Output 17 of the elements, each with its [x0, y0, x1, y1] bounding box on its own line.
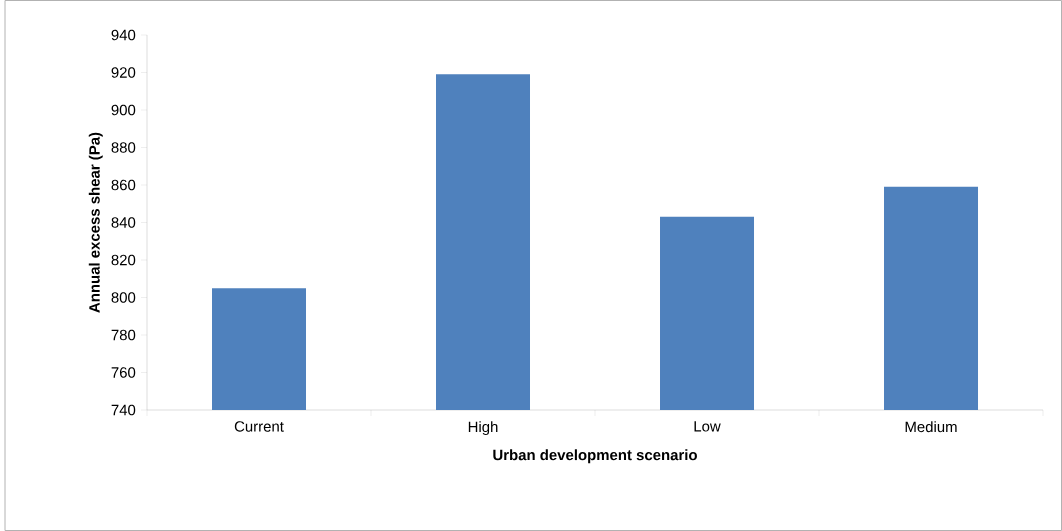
x-tick-label: High	[468, 421, 498, 436]
y-tick-label: 780	[111, 329, 136, 341]
y-tick-label: 880	[111, 142, 136, 153]
y-axis-title: Annual excess shear (Pa)	[88, 132, 103, 313]
y-tick-label: 820	[111, 254, 136, 266]
x-tick-label: Medium	[905, 421, 957, 433]
y-tick-label: 940	[111, 29, 136, 41]
y-tick-label: 740	[111, 404, 136, 416]
y-tick-label: 920	[111, 67, 136, 78]
x-tick-label: Current	[234, 421, 284, 432]
x-tick-label: Low	[694, 421, 721, 432]
y-tick-label: 760	[111, 367, 136, 378]
y-tick-label: 800	[111, 292, 136, 303]
y-tick-label: 900	[111, 104, 136, 116]
x-axis-title: Urban development scenario	[493, 449, 697, 464]
y-tick-label: 860	[111, 179, 136, 191]
y-tick-label: 840	[111, 217, 136, 228]
